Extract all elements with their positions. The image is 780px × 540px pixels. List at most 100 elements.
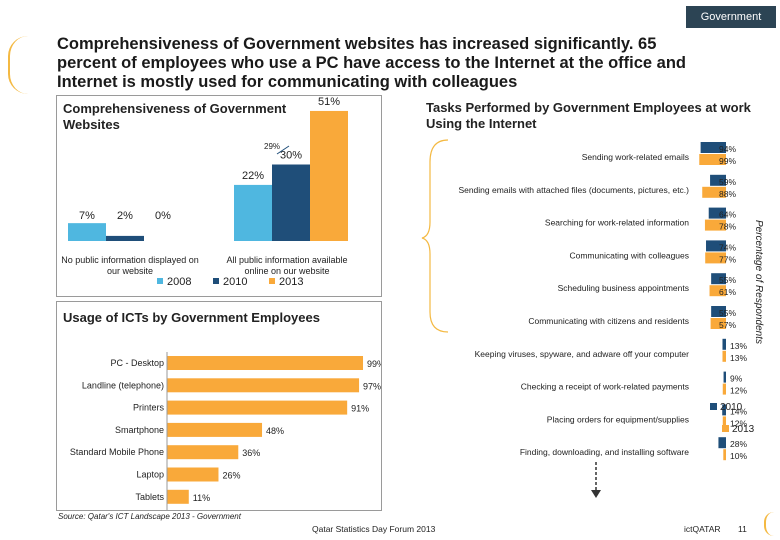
category-label-1: All public information available: [226, 255, 347, 265]
task-category-2: Searching for work-related information: [545, 218, 689, 228]
category-label-1-line2: online on our website: [244, 266, 329, 276]
ict-value-1: 97%: [363, 381, 381, 391]
bar-2010-1: [272, 164, 310, 241]
tasks-arrow-head: [591, 490, 601, 498]
task-value-2013-4: 61%: [719, 287, 736, 297]
legend-label-2010: 2010: [223, 276, 247, 288]
task-bar-2013-5: [710, 318, 726, 329]
task-bar-2010-8: [722, 404, 726, 416]
ict-value-6: 11%: [193, 493, 210, 503]
page-title: Comprehensiveness of Government websites…: [57, 35, 687, 91]
task-value-2010-7: 9%: [730, 374, 743, 384]
tasks-bracket: [421, 139, 449, 333]
tasks-legend-swatch-2013: [722, 425, 729, 432]
title-bracket-decoration: [8, 36, 40, 94]
task-bar-2010-0: [700, 142, 726, 153]
ict-value-0: 99%: [367, 359, 381, 369]
ict-bar-0: [167, 356, 364, 370]
bar-2008-1: [234, 184, 272, 241]
task-value-2013-0: 99%: [719, 156, 736, 166]
legend-label-2008: 2008: [167, 276, 191, 288]
task-bar-2010-1: [710, 174, 726, 186]
task-value-2010-1: 59%: [719, 177, 736, 187]
ict-usage-title: Usage of ICTs by Government Employees: [63, 310, 320, 325]
task-value-2013-9: 10%: [730, 451, 747, 461]
footer-event: Qatar Statistics Day Forum 2013: [312, 524, 436, 534]
task-value-2010-0: 94%: [719, 144, 736, 154]
ict-bar-1: [167, 378, 360, 393]
task-bar-2013-4: [709, 285, 726, 297]
legend-swatch-2010: [213, 278, 219, 284]
ict-category-2: Printers: [133, 403, 165, 413]
ict-category-3: Smartphone: [115, 425, 164, 435]
comprehensiveness-chart: 7% 22% 2% 30% 0% 51% No public information dis…: [61, 96, 348, 288]
task-bar-2013-7: [722, 383, 726, 395]
bar-label-2013-1: 51%: [318, 96, 340, 108]
task-category-8: Placing orders for equipment/supplies: [547, 414, 689, 424]
comprehensiveness-panel: Comprehensiveness of Government Websites…: [56, 95, 382, 297]
task-value-2010-4: 55%: [719, 275, 736, 285]
ict-category-6: Tablets: [135, 492, 164, 502]
task-value-2013-1: 88%: [719, 189, 736, 199]
bar-label-2013-0: 0%: [155, 210, 171, 222]
bar-label-2010-1: 30%: [280, 150, 302, 162]
task-bar-2010-2: [708, 207, 726, 219]
ict-usage-panel: Usage of ICTs by Government Employees PC…: [56, 301, 382, 511]
ict-bar-2: [167, 400, 348, 415]
task-value-2013-6: 13%: [730, 353, 747, 363]
bar-2008-0: [68, 223, 106, 241]
task-category-0: Sending work-related emails: [582, 152, 689, 162]
task-category-7: Checking a receipt of work-related payme…: [521, 382, 689, 392]
task-value-2013-8: 12%: [730, 418, 747, 428]
task-bar-2013-0: [699, 154, 726, 165]
task-bar-2013-1: [702, 186, 726, 198]
section-tab: Government: [686, 6, 776, 28]
task-bar-2013-3: [705, 252, 726, 264]
ict-bar-3: [167, 422, 263, 437]
ict-bar-4: [167, 445, 239, 460]
legend-swatch-2013: [269, 278, 275, 284]
task-category-1: Sending emails with attached files (docu…: [458, 185, 689, 195]
ict-usage-chart: PC - Desktop 99% Landline (telephone) 97% Pr…: [70, 352, 381, 510]
task-value-2010-8: 14%: [730, 406, 747, 416]
task-bar-2013-2: [704, 219, 726, 231]
ict-value-5: 26%: [222, 471, 240, 481]
task-category-5: Communicating with citizens and resident…: [528, 316, 689, 326]
ict-category-1: Landline (telephone): [82, 380, 164, 390]
bar-2013-1: [310, 110, 348, 241]
task-bar-2010-9: [718, 437, 726, 449]
footer-brand: ictQATAR: [684, 524, 721, 534]
annotation-label: 29%: [264, 142, 280, 151]
footer-logo-decoration: [764, 512, 780, 536]
task-value-2010-5: 55%: [719, 308, 736, 318]
task-bar-2013-9: [723, 449, 726, 461]
task-bar-2010-6: [722, 338, 726, 350]
task-bar-2013-8: [722, 416, 726, 428]
task-value-2010-9: 28%: [730, 439, 747, 449]
category-label-0: No public information displayed on: [61, 255, 199, 265]
ict-bar-5: [167, 467, 219, 482]
bar-label-2008-1: 22%: [242, 170, 264, 182]
task-bar-2010-7: [723, 371, 726, 383]
task-bar-2010-5: [711, 306, 726, 317]
task-bar-2010-4: [711, 273, 726, 285]
ict-value-2: 91%: [351, 404, 369, 414]
task-bar-2013-6: [722, 350, 726, 362]
task-value-2010-3: 74%: [719, 242, 736, 252]
tasks-legend-label-2013: 2013: [732, 424, 755, 435]
ict-value-3: 48%: [266, 426, 284, 436]
ict-category-5: Laptop: [136, 470, 164, 480]
annotation-arrow: [276, 145, 290, 155]
task-category-3: Communicating with colleagues: [569, 250, 689, 260]
tasks-chart: Sending work-related emails 94% 99% Sending…: [421, 139, 764, 498]
ict-bar-6: [167, 489, 189, 504]
task-value-2013-7: 12%: [730, 386, 747, 396]
tasks-ylabel: Percentage of Respondents: [753, 220, 764, 344]
task-value-2010-6: 13%: [730, 341, 747, 351]
ict-category-4: Standard Mobile Phone: [70, 447, 164, 457]
footer-source: Source: Qatar's ICT Landscape 2013 - Gov…: [58, 512, 241, 521]
comprehensiveness-title: Comprehensiveness of Government Websites: [63, 101, 287, 132]
legend-label-2013: 2013: [279, 276, 303, 288]
ict-category-0: PC - Desktop: [110, 358, 164, 368]
ict-value-4: 36%: [242, 448, 260, 458]
